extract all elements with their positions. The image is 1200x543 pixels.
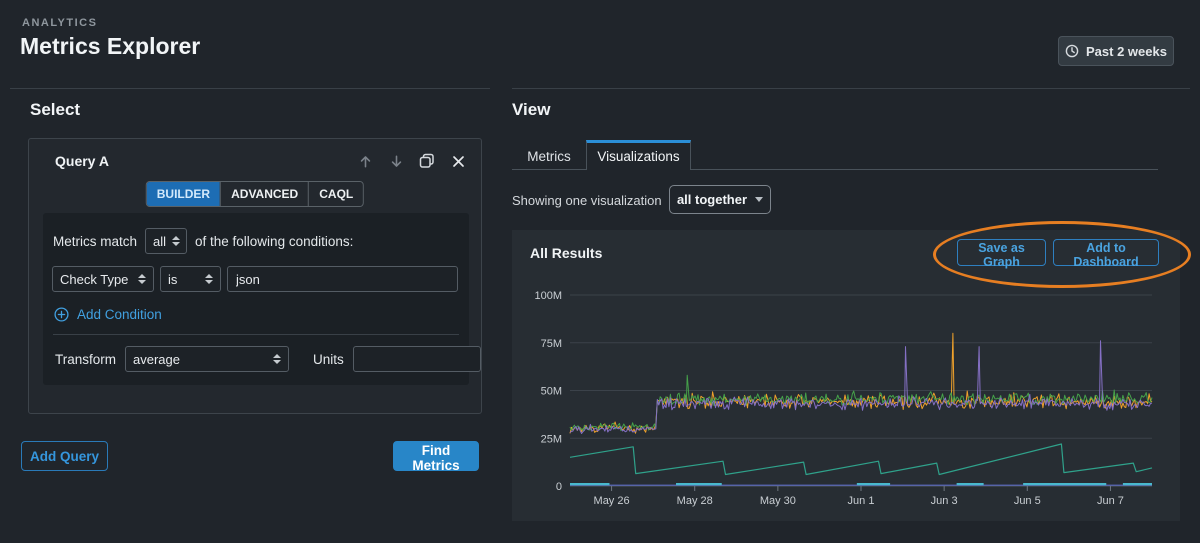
svg-text:May 26: May 26 (594, 495, 630, 507)
builder-form: Metrics match all of the following condi… (43, 213, 481, 385)
match-suffix-label: of the following conditions: (195, 233, 354, 249)
tab-builder[interactable]: BUILDER (146, 182, 221, 206)
view-heading: View (512, 100, 551, 119)
chevron-down-icon (755, 197, 764, 202)
condition-field-select[interactable]: Check Type (52, 266, 154, 292)
svg-text:May 30: May 30 (760, 495, 796, 507)
transform-row: Transform average Units (55, 346, 481, 372)
time-range-label: Past 2 weeks (1086, 43, 1167, 59)
match-select[interactable]: all (145, 228, 188, 254)
match-prefix-label: Metrics match (53, 233, 138, 249)
svg-text:Jun 1: Jun 1 (848, 495, 875, 507)
select-arrows-icon (273, 354, 282, 364)
svg-text:25M: 25M (541, 433, 562, 445)
add-to-dashboard-button[interactable]: Add to Dashboard (1053, 239, 1159, 269)
tab-metrics[interactable]: Metrics (527, 149, 571, 164)
showing-label: Showing one visualization (512, 193, 662, 208)
plus-circle-icon (54, 307, 69, 322)
page-title: Metrics Explorer (20, 33, 201, 59)
results-chart: 0 25M 50M 75M 100M May 26 May 28 May 30 Jun 1 Jun… (512, 282, 1180, 518)
tab-advanced[interactable]: ADVANCED (220, 182, 309, 206)
breadcrumb-eyebrow: ANALYTICS (22, 17, 98, 29)
arrow-down-icon (389, 154, 404, 169)
results-title: All Results (530, 245, 603, 261)
time-range-button[interactable]: Past 2 weeks (1058, 36, 1174, 66)
match-row: Metrics match all of the following condi… (53, 228, 353, 254)
select-section-divider (10, 88, 490, 89)
svg-text:Jun 5: Jun 5 (1014, 495, 1041, 507)
svg-text:50M: 50M (541, 386, 562, 398)
condition-row: Check Type is (52, 266, 458, 292)
units-input[interactable] (352, 346, 481, 372)
tab-visualizations[interactable]: Visualizations (586, 140, 691, 170)
remove-query-button[interactable] (449, 152, 467, 170)
svg-text:May 28: May 28 (677, 495, 713, 507)
svg-text:Jun 3: Jun 3 (931, 495, 958, 507)
select-heading: Select (30, 100, 81, 119)
query-card: Query A BUILDER ADVANCED CAQL Metrics ma… (28, 138, 482, 414)
all-results-panel: All Results Save as Graph Add to Dashboa… (512, 230, 1180, 521)
save-as-graph-button[interactable]: Save as Graph (957, 239, 1046, 269)
view-section-divider (512, 88, 1190, 89)
query-title: Query A (55, 153, 109, 169)
duplicate-query-button[interactable] (418, 152, 436, 170)
svg-text:Jun 7: Jun 7 (1097, 495, 1124, 507)
query-mode-tabs: BUILDER ADVANCED CAQL (145, 181, 365, 207)
layout-dropdown[interactable]: all together (669, 185, 771, 214)
builder-divider (53, 334, 459, 335)
arrow-up-icon (358, 154, 373, 169)
copy-icon (419, 153, 435, 169)
select-arrows-icon (205, 274, 213, 284)
tab-bar-line (512, 169, 1158, 170)
move-query-up-button[interactable] (356, 152, 374, 170)
close-icon (452, 155, 465, 168)
query-card-actions (356, 152, 467, 170)
svg-text:0: 0 (556, 481, 562, 493)
add-query-button[interactable]: Add Query (21, 441, 108, 471)
select-arrows-icon (138, 274, 146, 284)
condition-operator-select[interactable]: is (160, 266, 221, 292)
find-metrics-button[interactable]: Find Metrics (393, 441, 479, 473)
clock-icon (1065, 44, 1079, 58)
select-arrows-icon (172, 236, 181, 246)
add-condition-link[interactable]: Add Condition (54, 307, 162, 322)
units-label: Units (313, 351, 344, 367)
add-condition-label: Add Condition (77, 307, 162, 322)
tab-caql[interactable]: CAQL (308, 182, 364, 206)
condition-value-input[interactable] (227, 266, 458, 292)
move-query-down-button[interactable] (387, 152, 405, 170)
transform-select[interactable]: average (125, 346, 290, 372)
transform-label: Transform (55, 351, 117, 367)
svg-text:75M: 75M (541, 338, 562, 350)
svg-text:100M: 100M (534, 290, 562, 302)
